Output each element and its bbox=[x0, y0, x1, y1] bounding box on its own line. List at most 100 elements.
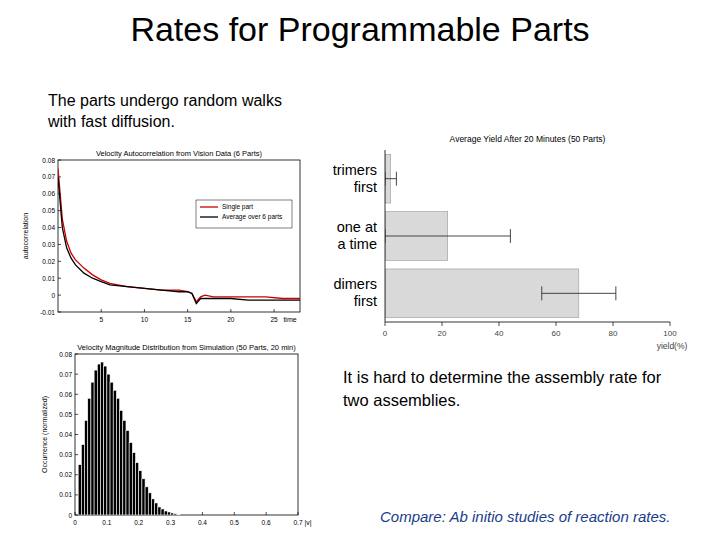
chart-title: Velocity Magnitude Distribution from Sim… bbox=[77, 343, 296, 352]
y-tick bbox=[75, 354, 78, 355]
histogram-bar bbox=[167, 512, 170, 515]
bars bbox=[385, 154, 616, 317]
x-tick bbox=[670, 322, 671, 326]
x-tick-label: 5 bbox=[99, 316, 103, 323]
y-tick-label: -0.01 bbox=[40, 309, 55, 316]
error-bar bbox=[385, 229, 510, 243]
y-tick-label: 0.03 bbox=[59, 451, 72, 458]
y-tick-label: 0.07 bbox=[59, 371, 72, 378]
x-tick-label: 0.1 bbox=[102, 519, 111, 526]
category-label-line: dimers bbox=[333, 276, 377, 292]
y-tick bbox=[75, 374, 78, 375]
histogram-bar bbox=[116, 398, 119, 515]
charts: Velocity Autocorrelation from Vision Dat… bbox=[0, 0, 720, 540]
y-tick-label: 0.08 bbox=[42, 157, 55, 164]
histogram-bar bbox=[88, 398, 91, 515]
x-tick bbox=[613, 322, 614, 326]
histogram-bar bbox=[78, 465, 81, 515]
series-line bbox=[58, 168, 300, 301]
legend-swatch bbox=[200, 216, 218, 217]
x-tick-label: 20 bbox=[438, 329, 447, 338]
histogram-bar bbox=[132, 453, 135, 515]
histogram-bar bbox=[81, 445, 84, 515]
x-axis-label: |v| bbox=[304, 519, 311, 527]
histogram-bar bbox=[110, 382, 113, 515]
error-bar bbox=[385, 172, 396, 186]
y-tick bbox=[75, 434, 78, 435]
x-tick bbox=[274, 309, 275, 312]
histogram-bar bbox=[120, 410, 123, 515]
histogram-bar bbox=[104, 366, 107, 515]
x-tick-label: 80 bbox=[609, 329, 618, 338]
y-tick-label: 0.05 bbox=[42, 207, 55, 214]
y-tick bbox=[75, 454, 78, 455]
y-tick-label: 0.02 bbox=[42, 258, 55, 265]
x-tick bbox=[144, 309, 145, 312]
histogram-bar bbox=[139, 471, 142, 515]
x-tick bbox=[442, 322, 443, 326]
plot-lines bbox=[58, 168, 300, 303]
slide: Velocity Autocorrelation from Vision Dat… bbox=[0, 0, 720, 540]
y-tick bbox=[58, 295, 61, 296]
y-tick-label: 0.01 bbox=[59, 491, 72, 498]
x-tick bbox=[499, 322, 500, 326]
y-axis-label: Occurrence (normalized) bbox=[41, 396, 49, 473]
x-tick-label: 40 bbox=[495, 329, 504, 338]
y-tick-label: 0.01 bbox=[42, 275, 55, 282]
histogram-bar bbox=[155, 503, 158, 515]
histogram-bar bbox=[145, 487, 148, 515]
x-tick-label: 0 bbox=[383, 329, 388, 338]
error-bar-line bbox=[385, 178, 396, 179]
y-tick-label: 0.05 bbox=[59, 411, 72, 418]
x-tick-label: 20 bbox=[227, 316, 235, 323]
x-tick-label: 60 bbox=[552, 329, 561, 338]
histogram-bar bbox=[123, 420, 126, 515]
y-tick-label: 0.02 bbox=[59, 471, 72, 478]
y-axis-line bbox=[385, 150, 386, 322]
y-tick bbox=[58, 261, 61, 262]
y-tick-label: 0.04 bbox=[59, 431, 72, 438]
histogram-bar bbox=[148, 493, 151, 515]
category-label-line: first bbox=[354, 179, 377, 195]
error-bar-line bbox=[385, 236, 510, 237]
category-label: trimersfirst bbox=[333, 162, 377, 195]
histogram-bar bbox=[126, 430, 129, 515]
histogram-bar bbox=[107, 374, 110, 515]
histogram-bar bbox=[174, 514, 177, 515]
histogram-bar bbox=[113, 390, 116, 515]
y-tick bbox=[75, 414, 78, 415]
histogram-bar bbox=[94, 370, 97, 515]
legend-label: Average over 6 parts bbox=[222, 213, 283, 221]
error-bar bbox=[542, 286, 616, 300]
histogram-bar bbox=[100, 362, 103, 515]
x-tick bbox=[202, 512, 203, 515]
y-tick bbox=[58, 244, 61, 245]
histogram-bar bbox=[151, 499, 154, 515]
histogram-bar bbox=[171, 513, 174, 515]
histogram-bars bbox=[78, 362, 180, 515]
y-tick-label: 0.03 bbox=[42, 241, 55, 248]
error-bar-cap bbox=[541, 286, 542, 300]
y-tick-label: 0 bbox=[51, 292, 55, 299]
x-tick-label: 25 bbox=[270, 316, 278, 323]
y-tick-label: 0.06 bbox=[42, 190, 55, 197]
x-tick bbox=[385, 322, 386, 326]
y-tick-label: 0.06 bbox=[59, 391, 72, 398]
x-tick bbox=[556, 322, 557, 326]
compare-text: Compare: Ab initio studies of reaction r… bbox=[380, 508, 670, 525]
x-tick-label: 0 bbox=[73, 519, 77, 526]
histogram-bar bbox=[129, 443, 132, 515]
x-tick bbox=[266, 512, 267, 515]
x-axis-line bbox=[385, 322, 670, 323]
category-label-line: first bbox=[354, 293, 377, 309]
y-axis-label: autocorrelation bbox=[22, 213, 29, 259]
y-tick-label: 0 bbox=[68, 512, 72, 519]
histogram-bar bbox=[91, 382, 94, 515]
category-label-line: one at bbox=[337, 219, 377, 235]
x-tick bbox=[234, 512, 235, 515]
y-tick bbox=[75, 515, 78, 516]
y-tick-label: 0.08 bbox=[59, 351, 72, 358]
x-tick-label: 0.3 bbox=[166, 519, 175, 526]
x-tick bbox=[75, 512, 76, 515]
y-tick-label: 0.04 bbox=[42, 224, 55, 231]
